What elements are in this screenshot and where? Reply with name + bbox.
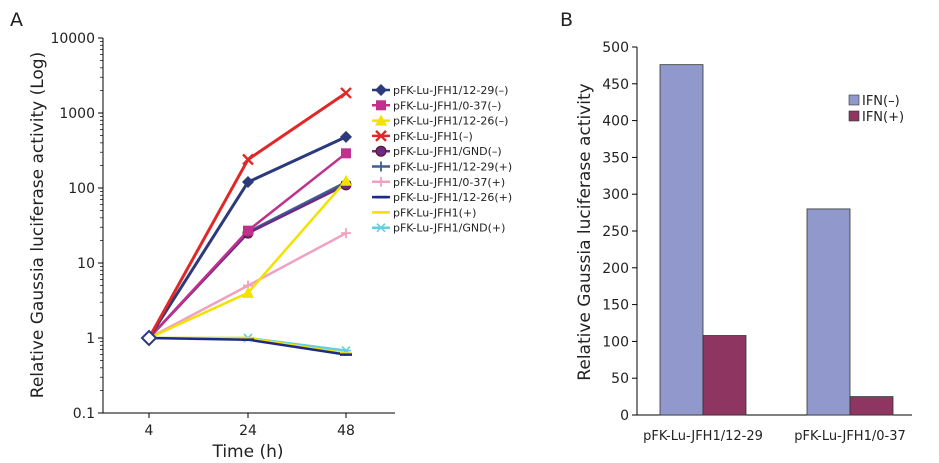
panel-a-legend-marker <box>375 130 387 142</box>
panel-a-legend-label: pFK-Lu-JFH1(–) <box>393 130 473 143</box>
panel-a-data-point <box>340 130 352 143</box>
panel-a-data-point <box>341 148 351 159</box>
panel-a-legend: pFK-Lu-JFH1/12-29(–) pFK-Lu-JFH1/0-37(–) p… <box>372 84 512 235</box>
panel-b-y-tick-label: 0 <box>620 408 629 424</box>
panel-a-legend-label: pFK-Lu-JFH1/12-29(–) <box>393 84 508 97</box>
panel-a-y-tick-label: 10 <box>77 256 95 272</box>
panel-a-data-point <box>140 329 158 347</box>
panel-b-legend-label: IFN(+) <box>862 110 904 125</box>
panel-a-legend-label: pFK-Lu-JFH1/12-29(+) <box>393 161 512 174</box>
panel-a-data-point <box>341 228 351 239</box>
panel-a-legend-label: pFK-Lu-JFH1/GND(–) <box>393 145 502 158</box>
panel-b: B 0 50 100 150 200 250 300 350 400 450 500 pFK-Lu-J… <box>560 9 912 444</box>
panel-b-category-label: pFK-Lu-JFH1/0-37 <box>794 429 906 444</box>
panel-a-plot: 0.1 1 10 100 1000 10000 4 24 48 <box>50 31 395 439</box>
panel-b-y-tick-label: 500 <box>602 40 629 56</box>
panel-b-bar <box>659 64 704 416</box>
panel-b-category-label: pFK-Lu-JFH1/12-29 <box>643 429 763 444</box>
panel-a-legend-marker <box>376 100 386 111</box>
panel-a-legend-label: pFK-Lu-JFH1(+) <box>393 206 476 219</box>
panel-a-legend-label: pFK-Lu-JFH1/12-26(+) <box>393 191 512 204</box>
panel-a-x-tick-label: 4 <box>145 423 154 439</box>
panel-b-y-axis-label: Relative Gaussia luciferase activity <box>575 83 595 380</box>
panel-b-y-tick-label: 350 <box>602 150 629 166</box>
panel-a-legend-marker <box>376 161 386 172</box>
panel-a-legend-marker <box>376 223 386 233</box>
panel-a-y-tick-label: 1 <box>86 331 95 347</box>
panel-a-x-tick-label: 48 <box>337 423 355 439</box>
panel-b-bar <box>806 208 851 416</box>
panel-a-legend-marker <box>375 84 387 96</box>
panel-a-y-tick-label: 1000 <box>59 106 95 122</box>
panel-b-legend-label: IFN(–) <box>862 94 900 109</box>
panel-b-bar <box>702 335 747 416</box>
panel-a-x-axis-label: Time (h) <box>211 442 283 462</box>
panel-b-legend-swatch <box>848 94 860 106</box>
panel-a-y-tick-label: 0.1 <box>73 406 95 422</box>
panel-b-plot: 0 50 100 150 200 250 300 350 400 450 500 pFK-Lu-JFH… <box>602 40 912 444</box>
panel-a-y-tick-label: 10000 <box>50 31 95 47</box>
panel-b-y-tick-label: 400 <box>602 114 629 130</box>
panel-a-y-axis-label: Relative Gaussia luciferase activity (Lo… <box>28 52 48 398</box>
panel-a-legend-label: pFK-Lu-JFH1/0-37(–) <box>393 99 501 112</box>
panel-a-legend-marker <box>375 114 387 126</box>
panel-b-legend: IFN(–)IFN(+) <box>848 94 904 125</box>
panel-a-data-point <box>242 286 254 298</box>
panel-a-legend-label: pFK-Lu-JFH1/GND(+) <box>393 222 505 235</box>
panel-a-legend-marker <box>376 176 386 187</box>
panel-b-y-tick-label: 300 <box>602 187 629 203</box>
panel-a-series-line <box>148 179 347 340</box>
panel-a: A 0.1 1 10 100 1000 10000 4 24 48 Relative Gauss… <box>10 9 512 462</box>
panel-a-letter: A <box>10 9 23 31</box>
panel-b-letter: B <box>560 9 573 31</box>
panel-a-data-point <box>243 225 253 236</box>
panel-b-bar <box>849 396 894 416</box>
panel-a-legend-label: pFK-Lu-JFH1/0-37(+) <box>393 176 505 189</box>
panel-b-y-tick-label: 450 <box>602 77 629 93</box>
panel-a-legend-marker <box>375 145 387 157</box>
panel-a-data-point <box>242 176 254 189</box>
panel-b-y-tick-label: 100 <box>602 334 629 350</box>
panel-a-series-line <box>148 183 347 339</box>
panel-b-y-tick-label: 150 <box>602 298 629 314</box>
panel-a-legend-label: pFK-Lu-JFH1/12-26(–) <box>393 115 508 128</box>
panel-b-y-tick-label: 200 <box>602 261 629 277</box>
panel-a-series-line <box>148 180 347 339</box>
panel-a-data-point <box>242 153 254 166</box>
panel-a-data-point <box>340 87 352 99</box>
panel-b-legend-swatch <box>848 110 860 122</box>
panel-a-x-tick-label: 24 <box>239 423 257 439</box>
panel-a-y-tick-label: 100 <box>68 181 95 197</box>
panel-a-data-point <box>340 174 352 186</box>
panel-b-y-tick-label: 50 <box>611 371 629 387</box>
panel-b-y-tick-label: 250 <box>602 224 629 240</box>
